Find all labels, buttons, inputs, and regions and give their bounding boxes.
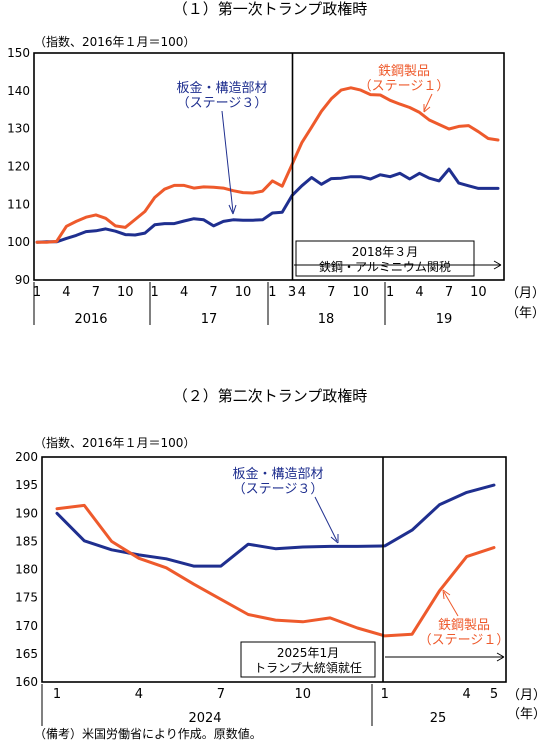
chart-1-x-unit-year: （年）	[506, 306, 541, 321]
chart-1-unit-note: （指数、2016年１月＝100）	[34, 34, 195, 49]
chart-1-y-tick-label: 120	[7, 160, 30, 174]
chart-1-event-line-2: 鉄鋼・アルミニウム関税	[319, 259, 451, 274]
chart-1-y-tick-label: 140	[7, 84, 30, 98]
chart-2-x-tick-label: 1	[53, 687, 61, 702]
chart-1-x-tick-label: 1	[386, 285, 394, 300]
chart-1-y-tick-label: 150	[7, 46, 30, 60]
chart-1-x-unit-month: （月）	[506, 286, 541, 301]
chart-1-series-line-steel	[35, 86, 500, 244]
chart-2-label-steel: 鉄鋼製品	[438, 618, 490, 633]
chart-1-y-tick-label: 130	[7, 122, 30, 136]
chart-1-x-tick-label: 10	[117, 285, 134, 300]
chart-2-event-arrow-head	[496, 652, 505, 662]
chart-1-x-tick-label: 1	[151, 285, 159, 300]
chart-1-year-label: 2016	[74, 312, 107, 327]
chart-1-label-sheet-metal: 板金・構造部材	[176, 80, 267, 96]
chart-2-y-tick-label: 165	[15, 647, 38, 661]
chart-2-event-line-2: トランプ大統領就任	[254, 660, 362, 675]
chart-2-label-sheet-metal-stage: （ステージ３）	[233, 482, 324, 497]
chart-1-y-tick-label: 110	[7, 197, 30, 211]
chart-1-label-steel-stage: （ステージ１）	[359, 79, 450, 94]
chart-2-x-tick-label: 7	[217, 687, 225, 702]
chart-1-label-steel: 鉄鋼製品	[378, 64, 430, 79]
chart-1-y-tick-label: 100	[7, 235, 30, 249]
footnote: （備考）米国労働省により作成。原数値。	[34, 726, 262, 741]
chart-1: （１）第一次トランプ政権時 （指数、2016年１月＝100） 901001101…	[7, 0, 541, 327]
chart-1-pointer-steel-head	[423, 104, 431, 113]
chart-2-y-tick-label: 175	[15, 591, 38, 605]
chart-1-y-ticks: 90 100 110 120 130 140 150	[7, 46, 30, 287]
chart-2-series-layer	[55, 483, 496, 638]
chart-1-x-tick-label: 1	[268, 285, 276, 300]
chart-2-y-tick-label: 190	[15, 506, 38, 520]
chart-2-x-unit-month: （月）	[507, 688, 541, 703]
chart-2-y-tick-label: 185	[15, 534, 38, 548]
chart-1-x-tick-label: 10	[235, 285, 252, 300]
chart-2-x-tick-label: 4	[463, 687, 471, 702]
chart-2-y-tick-label: 160	[15, 675, 38, 689]
chart-2: （２）第二次トランプ政権時 （指数、2016年１月＝100） 160 165 170…	[15, 387, 541, 726]
chart-1-x-tick-label: 3	[288, 285, 296, 300]
chart-1-year-label: 18	[318, 312, 335, 327]
chart-1-plot-frame	[33, 52, 505, 281]
chart-2-x-tick-label: 5	[490, 687, 498, 702]
chart-2-x-tick-label: 4	[135, 687, 143, 702]
chart-2-y-tick-label: 200	[15, 450, 38, 464]
chart-2-y-tick-label: 180	[15, 563, 38, 577]
chart-2-x-tick-label: 1	[381, 687, 389, 702]
chart-2-y-tick-label: 170	[15, 619, 38, 633]
chart-2-plot-frame	[41, 456, 507, 683]
chart-1-x-tick-label: 7	[92, 285, 100, 300]
chart-2-pointer-sheet-metal	[314, 496, 338, 542]
chart-1-series-line-sheet-metal	[35, 167, 500, 244]
chart-2-year-label: 2024	[188, 711, 221, 726]
chart-1-series-layer	[35, 86, 500, 244]
chart-1-pointer-sheet-metal-head	[228, 204, 237, 215]
chart-1-x-tick-label: 7	[327, 285, 335, 300]
chart-1-x-tick-label: 4	[298, 285, 306, 300]
chart-1-x-tick-label: 4	[415, 285, 423, 300]
chart-2-pointer-steel-head	[442, 589, 451, 600]
chart-2-y-ticks: 160 165 170 175 180 185 190 195 200	[15, 450, 38, 689]
chart-2-event-line-1: 2025年1月	[277, 646, 339, 660]
chart-1-x-tick-label: 7	[445, 285, 453, 300]
chart-1-label-sheet-metal-stage: （ステージ３）	[177, 96, 268, 111]
chart-2-unit-note: （指数、2016年１月＝100）	[34, 435, 195, 450]
chart-1-x-tick-label: 4	[180, 285, 188, 300]
chart-1-year-label: 19	[436, 312, 453, 327]
chart-1-x-tick-label: 4	[62, 285, 70, 300]
chart-1-x-tick-label: 1	[33, 285, 41, 300]
chart-1-event-line-1: 2018年３月	[352, 245, 419, 259]
chart-2-label-steel-stage: （ステージ１）	[419, 633, 510, 648]
chart-2-year-label: 25	[430, 711, 447, 726]
chart-1-x-tick-label: 10	[352, 285, 369, 300]
chart-1-pointer-steel	[423, 93, 433, 112]
chart-1-x-ticks: 1 4 7 10 1 4 7 10 1 3 4 7 10 1 4 7 10	[33, 285, 487, 300]
chart-1-x-tick-label: 10	[470, 285, 487, 300]
chart-1-pointer-sheet-metal	[221, 110, 234, 213]
chart-2-title: （２）第二次トランプ政権時	[173, 387, 368, 405]
chart-1-event-arrow-head	[493, 260, 502, 270]
chart-2-x-unit-year: （年）	[507, 707, 541, 722]
chart-1-year-label: 17	[201, 312, 218, 327]
chart-1-x-tick-label: 7	[209, 285, 217, 300]
chart-2-pointer-sheet-metal-head	[330, 534, 339, 544]
chart-2-series-line-sheet-metal	[55, 483, 496, 568]
chart-2-pointer-steel	[443, 591, 459, 617]
chart-1-y-tick-label: 90	[15, 273, 30, 287]
chart-2-x-ticks: 1 4 7 10 1 4 5	[53, 687, 498, 702]
chart-2-y-tick-label: 195	[15, 478, 38, 492]
chart-1-event-box	[295, 240, 475, 277]
chart-1-title: （１）第一次トランプ政権時	[173, 0, 368, 18]
chart-2-series-line-steel	[55, 503, 496, 638]
chart-2-x-tick-label: 10	[295, 687, 312, 702]
chart-2-label-sheet-metal: 板金・構造部材	[232, 466, 323, 482]
chart-2-event-box	[240, 641, 376, 678]
